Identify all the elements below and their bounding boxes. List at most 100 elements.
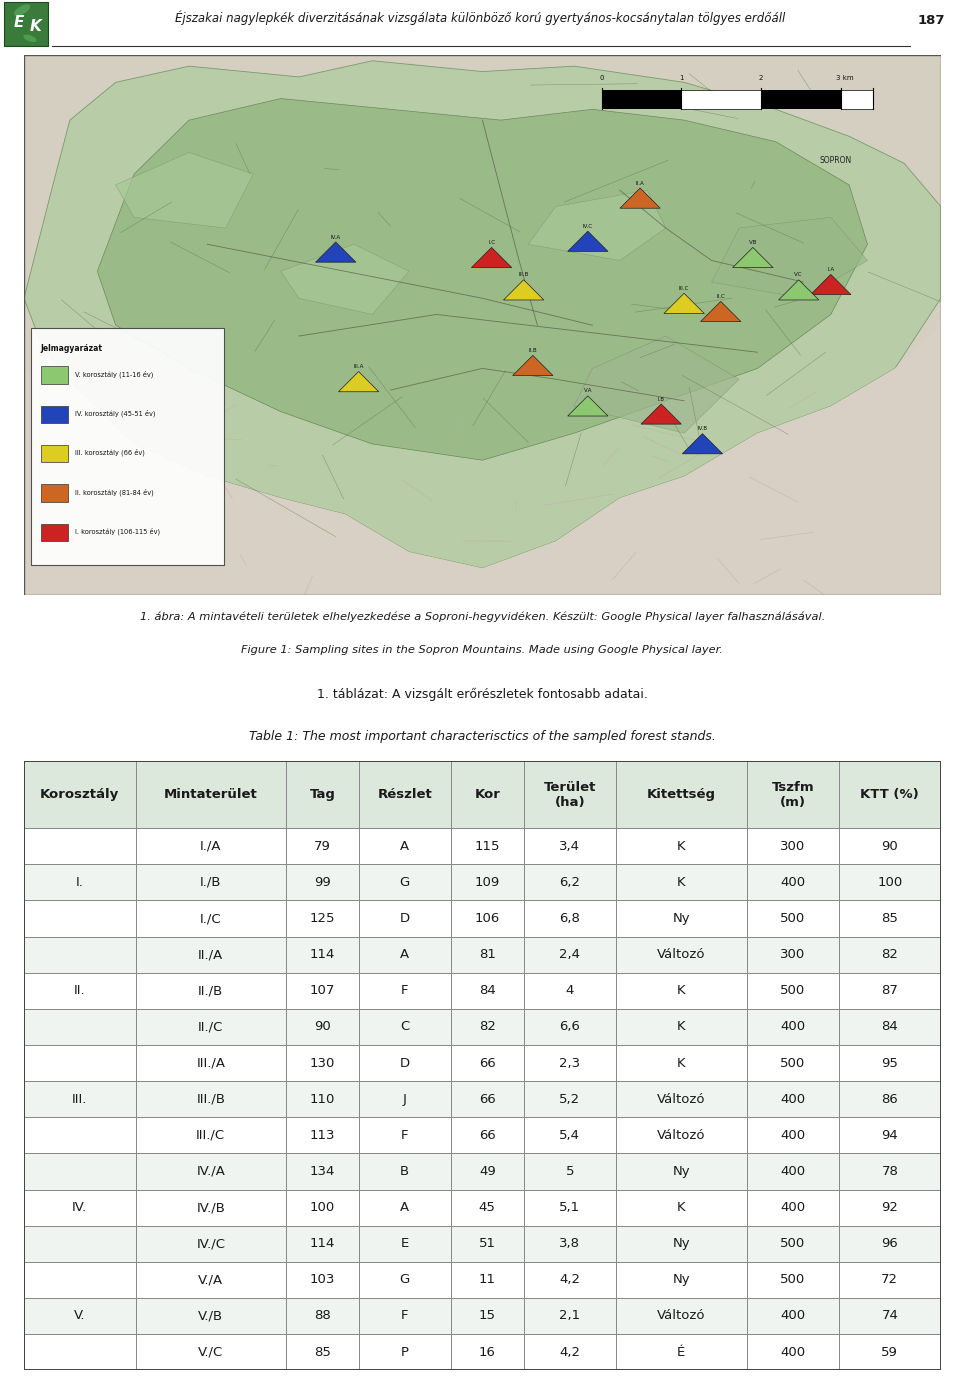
Text: A: A xyxy=(400,840,409,853)
Text: 4: 4 xyxy=(565,984,574,998)
Polygon shape xyxy=(567,231,608,252)
Polygon shape xyxy=(567,396,608,417)
Text: 500: 500 xyxy=(780,984,805,998)
Text: 115: 115 xyxy=(474,840,500,853)
Bar xyxy=(747,761,839,828)
Bar xyxy=(24,1226,135,1262)
Bar xyxy=(615,973,747,1009)
Bar xyxy=(839,865,941,901)
Polygon shape xyxy=(779,280,819,300)
Bar xyxy=(286,1009,359,1045)
Polygon shape xyxy=(24,325,941,595)
Text: 90: 90 xyxy=(881,840,899,853)
Text: 6,8: 6,8 xyxy=(560,912,580,925)
Polygon shape xyxy=(528,191,665,260)
Text: F: F xyxy=(401,1309,409,1323)
Bar xyxy=(135,865,286,901)
Bar xyxy=(839,1117,941,1153)
Bar xyxy=(615,1226,747,1262)
Bar xyxy=(359,901,451,937)
Bar xyxy=(135,1117,286,1153)
Text: 16: 16 xyxy=(479,1345,495,1359)
Text: 81: 81 xyxy=(479,948,495,960)
Bar xyxy=(24,1081,135,1117)
Text: I.B: I.B xyxy=(658,397,664,401)
Text: 85: 85 xyxy=(314,1345,331,1359)
Bar xyxy=(523,1226,615,1262)
Text: Mintaterület: Mintaterület xyxy=(164,789,257,801)
Bar xyxy=(839,1009,941,1045)
Bar xyxy=(135,1262,286,1298)
Text: IV.: IV. xyxy=(72,1201,87,1214)
Text: Figure 1: Sampling sites in the Sopron Mountains. Made using Google Physical lay: Figure 1: Sampling sites in the Sopron M… xyxy=(242,645,723,655)
Bar xyxy=(523,1117,615,1153)
Text: B: B xyxy=(400,1165,409,1178)
Bar xyxy=(135,1189,286,1226)
Text: Jelmagyarázat: Jelmagyarázat xyxy=(40,345,103,353)
Bar xyxy=(24,1045,135,1081)
Text: A: A xyxy=(400,948,409,960)
Bar xyxy=(135,901,286,937)
Bar xyxy=(615,1298,747,1334)
Bar xyxy=(615,937,747,973)
Bar xyxy=(359,761,451,828)
Text: 134: 134 xyxy=(310,1165,335,1178)
Bar xyxy=(839,1081,941,1117)
Bar xyxy=(615,828,747,865)
Text: 86: 86 xyxy=(881,1093,899,1106)
Text: Változó: Változó xyxy=(657,948,706,960)
Bar xyxy=(451,1045,523,1081)
Bar xyxy=(615,901,747,937)
Bar xyxy=(839,1334,941,1370)
Text: 109: 109 xyxy=(474,876,500,889)
Text: I. korosztály (106-115 év): I. korosztály (106-115 év) xyxy=(75,527,160,536)
Text: 82: 82 xyxy=(881,948,899,960)
Ellipse shape xyxy=(14,4,30,15)
Text: I.A: I.A xyxy=(828,267,834,273)
Text: V./C: V./C xyxy=(198,1345,224,1359)
Text: V. korosztály (11-16 év): V. korosztály (11-16 év) xyxy=(75,370,154,378)
Text: IV.C: IV.C xyxy=(583,224,593,228)
Text: Éjszakai nagylepkék diverzitásának vizsgálata különböző korú gyertyános-kocsányt: Éjszakai nagylepkék diverzitásának vizsg… xyxy=(175,11,785,25)
Polygon shape xyxy=(574,336,739,433)
Ellipse shape xyxy=(23,35,36,42)
Text: 3,8: 3,8 xyxy=(560,1237,580,1250)
Bar xyxy=(24,865,135,901)
Bar xyxy=(359,1153,451,1189)
Text: II.A: II.A xyxy=(636,181,644,185)
Text: 79: 79 xyxy=(314,840,331,853)
Text: G: G xyxy=(399,876,410,889)
Bar xyxy=(286,937,359,973)
Bar xyxy=(359,1117,451,1153)
Text: Tag: Tag xyxy=(309,789,335,801)
Polygon shape xyxy=(24,61,941,569)
Text: I./A: I./A xyxy=(200,840,222,853)
Text: 2,1: 2,1 xyxy=(559,1309,580,1323)
Polygon shape xyxy=(620,188,660,208)
Text: IV./B: IV./B xyxy=(196,1201,226,1214)
Text: IV.B: IV.B xyxy=(697,426,708,432)
Text: E: E xyxy=(14,15,24,29)
Bar xyxy=(286,1045,359,1081)
Text: SOPRON: SOPRON xyxy=(819,156,852,165)
Bar xyxy=(747,1009,839,1045)
Text: IV. korosztály (45-51 év): IV. korosztály (45-51 év) xyxy=(75,410,156,417)
Text: III.B: III.B xyxy=(518,273,529,277)
Text: 3,4: 3,4 xyxy=(560,840,580,853)
Bar xyxy=(24,1153,135,1189)
Text: Kitettség: Kitettség xyxy=(647,789,716,801)
Text: V.A: V.A xyxy=(584,389,592,393)
Text: C: C xyxy=(400,1020,409,1034)
Text: Korosztály: Korosztály xyxy=(40,789,119,801)
Text: 1. táblázat: A vizsgált erőrészletek fontosabb adatai.: 1. táblázat: A vizsgált erőrészletek fon… xyxy=(317,688,648,702)
Bar xyxy=(839,1045,941,1081)
Text: 500: 500 xyxy=(780,1273,805,1286)
Bar xyxy=(523,1081,615,1117)
Text: I./B: I./B xyxy=(200,876,222,889)
Polygon shape xyxy=(503,280,543,300)
Bar xyxy=(24,1298,135,1334)
Text: III./A: III./A xyxy=(196,1056,226,1070)
Text: I.C: I.C xyxy=(488,239,495,245)
Text: 2,3: 2,3 xyxy=(559,1056,580,1070)
Text: 400: 400 xyxy=(780,1165,805,1178)
